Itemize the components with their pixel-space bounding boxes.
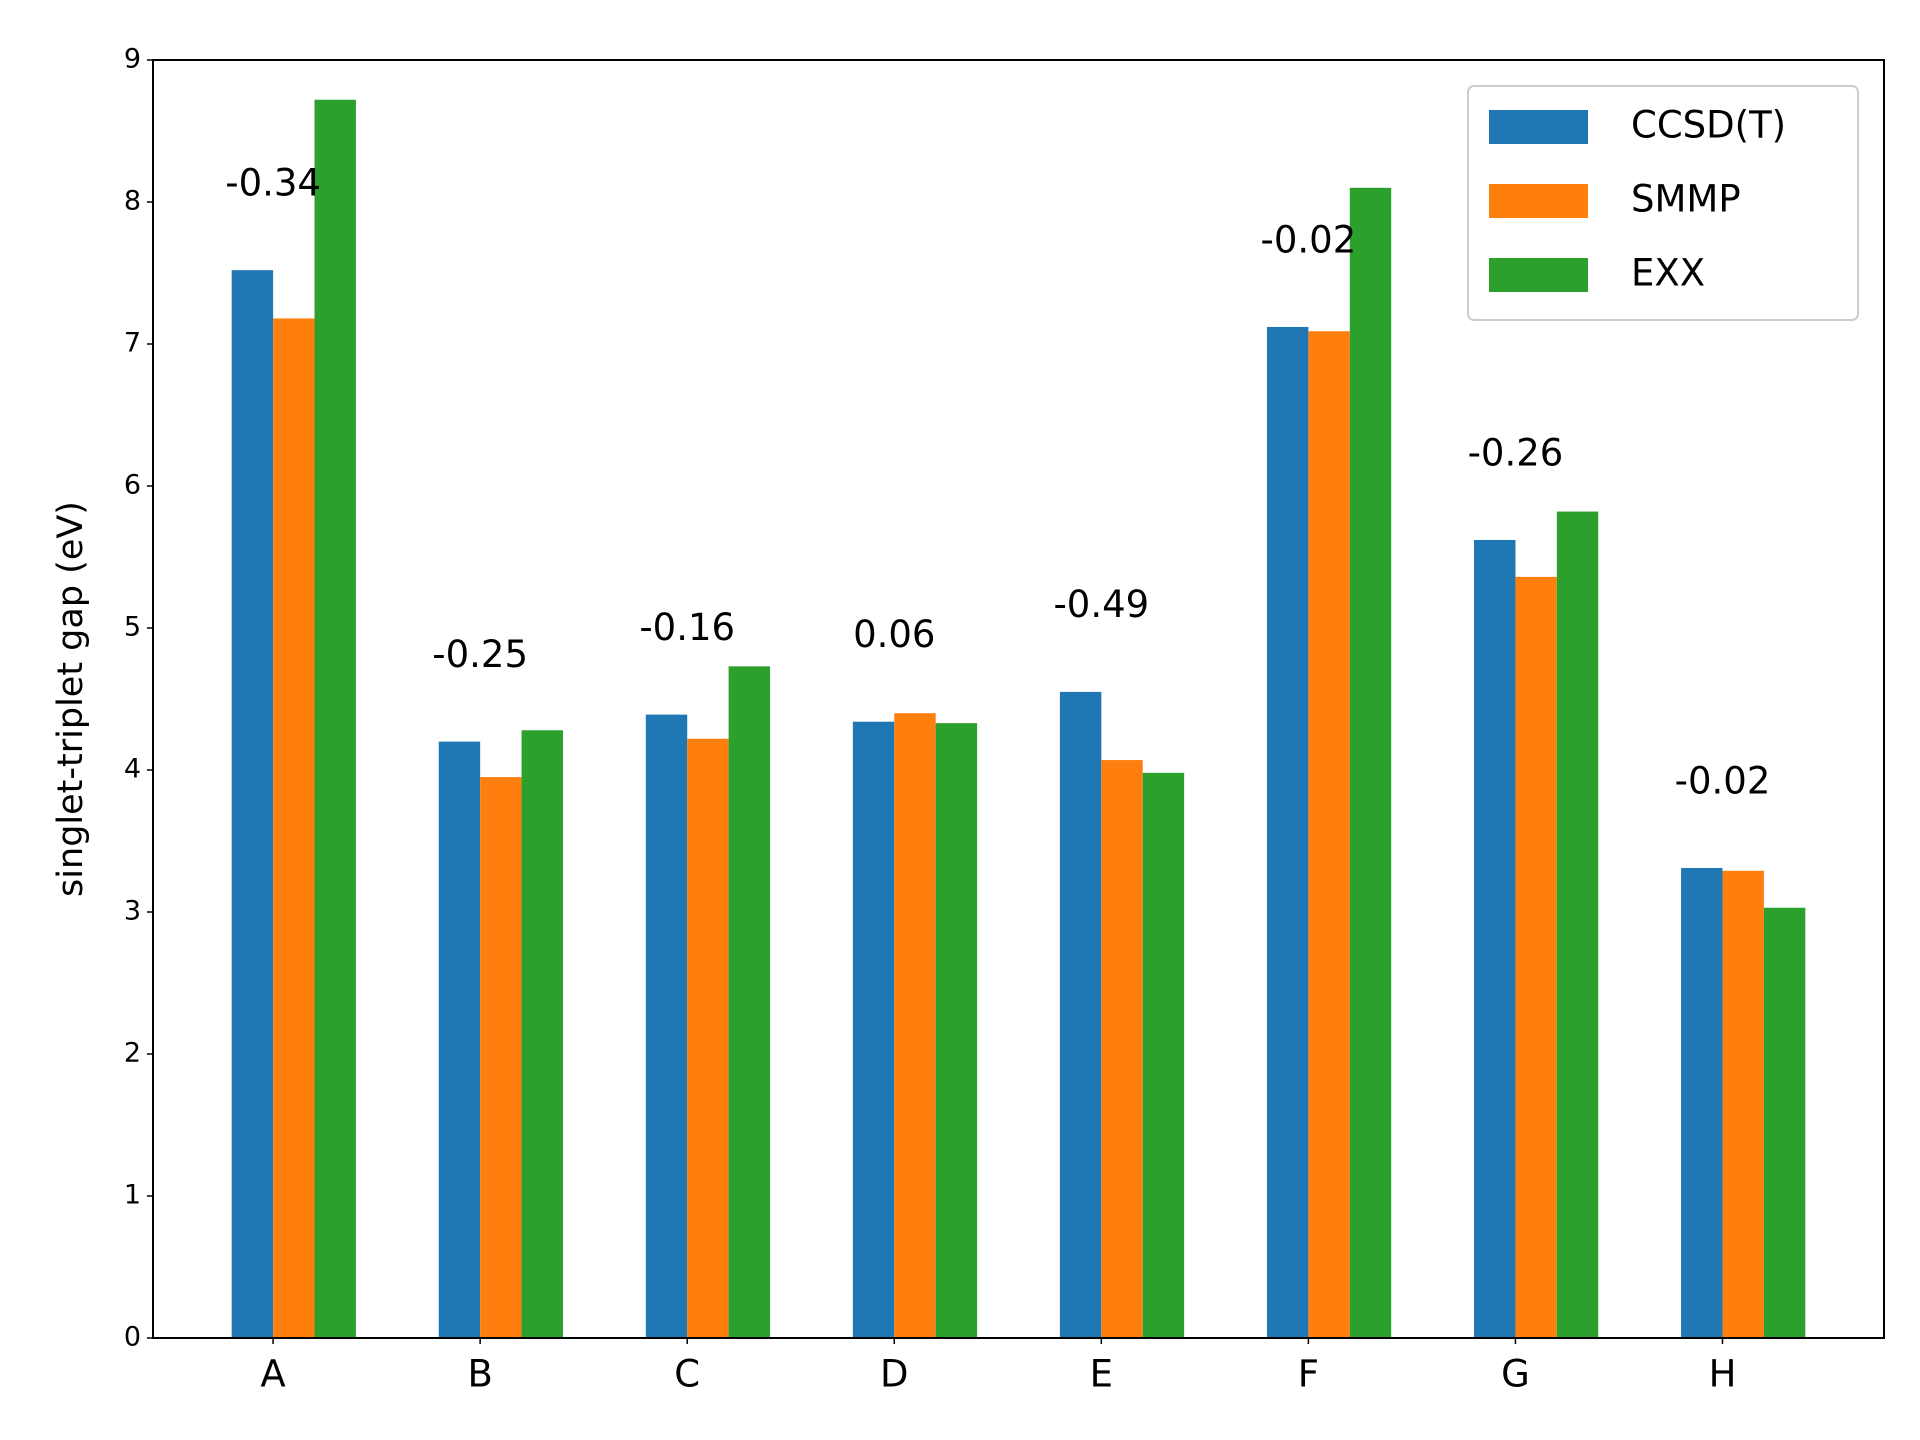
x-tick-label: B: [467, 1353, 492, 1396]
bar: [1101, 760, 1143, 1338]
bar: [1308, 331, 1350, 1339]
annotation: -0.16: [639, 606, 735, 649]
annotation: -0.26: [1468, 431, 1564, 474]
y-axis-label: singlet-triplet gap (eV): [51, 501, 91, 897]
annotation: -0.34: [225, 161, 321, 204]
bar: [1059, 691, 1102, 1338]
y-tick-label: 4: [124, 754, 141, 785]
annotation: 0.06: [853, 613, 935, 656]
y-tick-label: 6: [124, 470, 141, 501]
bar: [1349, 187, 1392, 1338]
x-tick-label: E: [1090, 1353, 1113, 1396]
legend-swatch: [1489, 110, 1588, 144]
annotation: -0.02: [1675, 759, 1771, 802]
legend-label: CCSD(T): [1631, 104, 1786, 147]
annotation: -0.25: [432, 633, 528, 676]
bar: [1722, 870, 1764, 1338]
bar: [1266, 326, 1309, 1339]
bar: [728, 666, 771, 1338]
plot-frame: [152, 59, 1885, 1339]
bar: [1681, 867, 1723, 1338]
bar: [480, 777, 522, 1338]
y-tick-label: 8: [124, 186, 141, 217]
bar: [894, 713, 936, 1338]
bar: [852, 721, 895, 1338]
x-tick-label: D: [880, 1353, 909, 1396]
x-tick-label: A: [260, 1353, 285, 1396]
y-tick-label: 1: [124, 1180, 141, 1211]
bar: [645, 714, 688, 1338]
bar: [935, 723, 978, 1338]
legend-label: EXX: [1631, 252, 1705, 295]
y-tick-label: 2: [124, 1038, 141, 1069]
annotation: -0.02: [1261, 218, 1357, 261]
y-tick-label: 0: [124, 1322, 141, 1353]
bar: [273, 318, 315, 1338]
bar: [1556, 511, 1599, 1338]
y-tick-label: 5: [124, 612, 141, 643]
bar: [1142, 772, 1185, 1338]
bar: [231, 270, 274, 1338]
bar: [438, 741, 481, 1338]
bar: [1515, 576, 1557, 1338]
annotation: -0.49: [1053, 583, 1149, 626]
legend-swatch: [1489, 258, 1588, 292]
x-tick-label: C: [674, 1353, 700, 1396]
x-tick-label: G: [1501, 1353, 1530, 1396]
bar: [314, 99, 356, 1338]
bar: [1763, 907, 1806, 1338]
x-tick-label: F: [1298, 1353, 1319, 1396]
bar: [521, 730, 563, 1338]
legend-swatch: [1489, 184, 1588, 218]
y-tick-label: 9: [124, 44, 141, 75]
bar: [687, 738, 729, 1338]
bar: [1474, 539, 1516, 1338]
y-tick-label: 3: [124, 896, 141, 927]
x-tick-label: H: [1709, 1353, 1737, 1396]
legend-label: SMMP: [1631, 178, 1741, 221]
y-tick-label: 7: [124, 328, 141, 359]
